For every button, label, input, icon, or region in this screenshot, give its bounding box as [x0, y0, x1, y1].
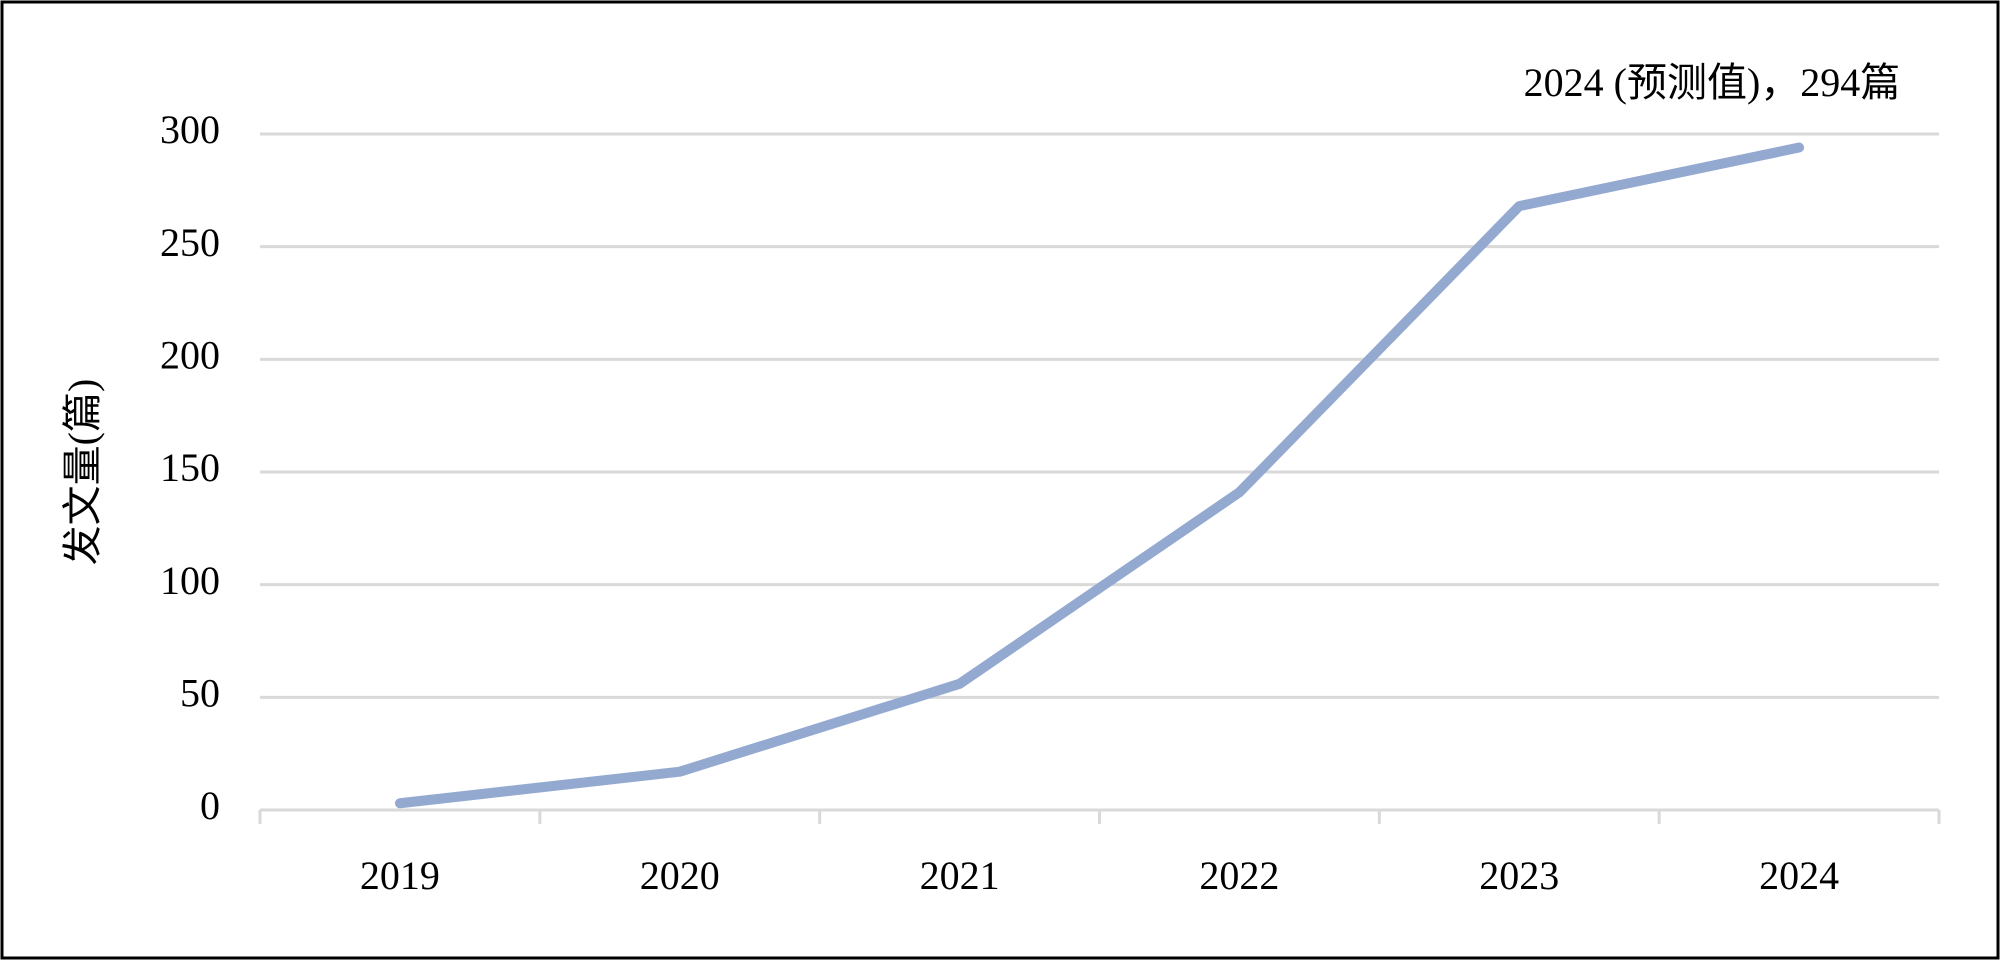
- line: [394, 142, 1805, 809]
- x-tick-label: 2022: [1199, 853, 1279, 898]
- y-axis-label: 发文量(篇): [60, 379, 105, 566]
- x-tick-label: 2023: [1479, 853, 1559, 898]
- x-tick-label: 2019: [360, 853, 440, 898]
- y-tick-label: 200: [160, 333, 220, 378]
- y-tick-label: 300: [160, 107, 220, 152]
- y-tick-label: 150: [160, 445, 220, 490]
- y-tick-label: 50: [180, 671, 220, 716]
- x-tick-label: 2021: [920, 853, 1000, 898]
- annotation: 2024 (预测值)，294篇: [1524, 60, 1901, 105]
- y-tick-label: 250: [160, 220, 220, 265]
- x-tick-label: 2020: [640, 853, 720, 898]
- y-tick-label: 0: [200, 783, 220, 828]
- x-tick-label: 2024: [1759, 853, 1839, 898]
- y-tick-label: 100: [160, 558, 220, 603]
